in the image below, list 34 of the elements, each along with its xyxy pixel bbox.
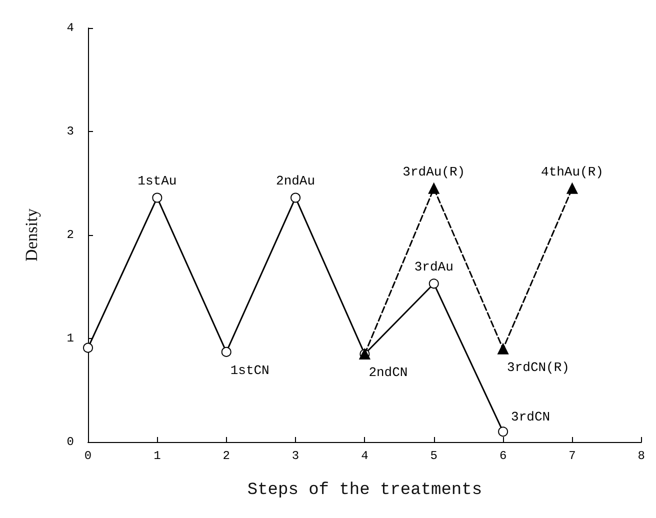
y-tick-label: 0 bbox=[66, 435, 74, 449]
x-tick-label: 7 bbox=[568, 449, 576, 463]
y-tick-label: 1 bbox=[66, 332, 74, 346]
y-axis-title: Density bbox=[22, 208, 41, 262]
point bbox=[428, 278, 439, 289]
point bbox=[221, 346, 232, 357]
x-tick-label: 6 bbox=[499, 449, 507, 463]
point bbox=[566, 182, 578, 194]
annotation: 2ndCN bbox=[368, 365, 408, 380]
y-tick-label: 2 bbox=[66, 228, 74, 242]
point bbox=[290, 192, 301, 203]
point bbox=[428, 182, 440, 194]
annotation: 4thAu(R) bbox=[541, 164, 604, 180]
x-axis-title: Steps of the treatments bbox=[247, 481, 482, 500]
point bbox=[498, 343, 509, 354]
point bbox=[498, 426, 508, 437]
y-tick-label: 3 bbox=[66, 124, 74, 138]
annotation: 1stCN bbox=[230, 362, 270, 378]
x-tick-label: 3 bbox=[292, 449, 300, 463]
x-tick-label: 8 bbox=[638, 449, 645, 463]
x-tick-label: 2 bbox=[222, 449, 230, 463]
annotation: 2ndAu bbox=[276, 174, 316, 189]
point bbox=[83, 342, 93, 353]
annotation: 3rdAu bbox=[414, 260, 454, 275]
x-tick-label: 1 bbox=[154, 449, 161, 463]
point bbox=[152, 192, 162, 203]
x-tick-label: 4 bbox=[361, 449, 368, 463]
x-tick-label: 0 bbox=[84, 449, 92, 463]
annotation: 3rdAu(R) bbox=[402, 164, 466, 180]
annotation: 1stAu bbox=[138, 174, 177, 189]
annotation: 3rdCN(R) bbox=[507, 360, 570, 375]
annotation: 3rdCN bbox=[511, 410, 550, 425]
y-tick-label: 4 bbox=[66, 21, 74, 35]
x-tick-label: 5 bbox=[430, 449, 438, 463]
